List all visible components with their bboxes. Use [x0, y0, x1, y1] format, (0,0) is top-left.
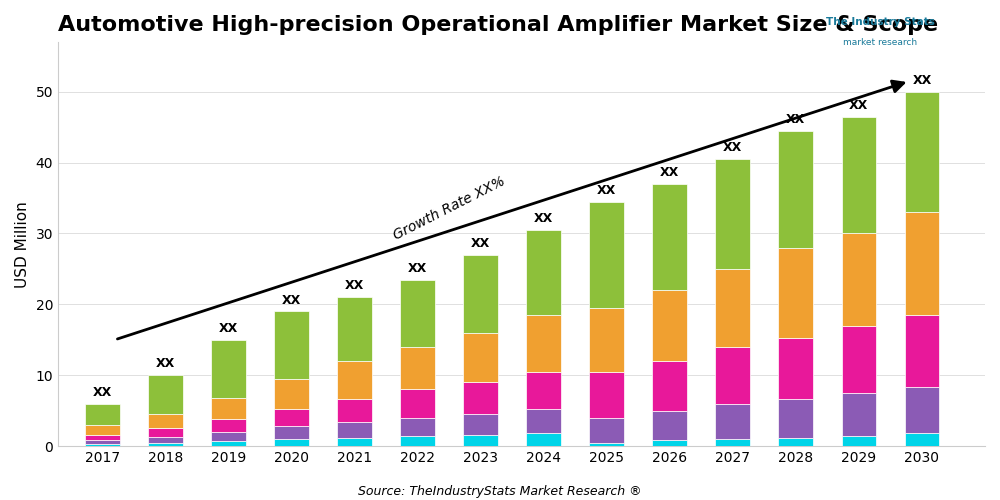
Bar	[842, 436, 876, 446]
Bar	[652, 410, 687, 440]
Bar	[905, 388, 939, 434]
Bar	[589, 418, 624, 442]
Bar	[778, 130, 813, 248]
Bar	[652, 440, 687, 446]
Text: The Industry Stats: The Industry Stats	[826, 17, 934, 27]
Bar	[589, 442, 624, 446]
Bar	[778, 438, 813, 446]
Bar	[842, 393, 876, 436]
Bar	[715, 439, 750, 446]
Bar	[715, 404, 750, 439]
Bar	[842, 326, 876, 393]
Bar	[589, 372, 624, 418]
Bar	[337, 298, 372, 361]
Text: XX: XX	[786, 113, 805, 126]
Bar	[400, 347, 435, 390]
Bar	[337, 422, 372, 438]
Text: market research: market research	[843, 38, 917, 47]
Bar	[337, 438, 372, 446]
Bar	[715, 159, 750, 269]
Bar	[526, 372, 561, 408]
Text: XX: XX	[471, 237, 490, 250]
Bar	[85, 425, 120, 435]
Bar	[526, 230, 561, 315]
Bar	[526, 408, 561, 434]
Bar	[526, 434, 561, 446]
Bar	[463, 332, 498, 382]
Bar	[274, 408, 309, 426]
Bar	[778, 338, 813, 398]
Bar	[463, 382, 498, 414]
Bar	[589, 202, 624, 308]
Bar	[652, 184, 687, 290]
Bar	[148, 414, 183, 428]
Bar	[337, 361, 372, 399]
Bar	[842, 234, 876, 326]
Text: XX: XX	[345, 280, 364, 292]
Bar	[211, 419, 246, 432]
Text: Automotive High-precision Operational Amplifier Market Size & Scope: Automotive High-precision Operational Am…	[58, 15, 938, 35]
Bar	[85, 440, 120, 444]
Bar	[85, 444, 120, 446]
Text: XX: XX	[723, 141, 742, 154]
Text: Source: TheIndustryStats Market Research ®: Source: TheIndustryStats Market Research…	[358, 485, 642, 498]
Bar	[400, 436, 435, 446]
Bar	[148, 442, 183, 446]
Y-axis label: USD Million: USD Million	[15, 200, 30, 288]
Text: XX: XX	[597, 184, 616, 196]
Text: XX: XX	[849, 98, 869, 112]
Bar	[715, 347, 750, 404]
Bar	[148, 428, 183, 437]
Bar	[715, 269, 750, 347]
Bar	[274, 312, 309, 379]
Text: XX: XX	[912, 74, 932, 87]
Text: XX: XX	[408, 262, 427, 274]
Bar	[778, 248, 813, 338]
Bar	[148, 376, 183, 414]
Text: XX: XX	[93, 386, 112, 398]
Bar	[274, 379, 309, 408]
Bar	[652, 290, 687, 361]
Text: XX: XX	[219, 322, 238, 335]
Bar	[905, 92, 939, 212]
Bar	[905, 212, 939, 315]
Bar	[85, 404, 120, 425]
Bar	[400, 280, 435, 347]
Bar	[463, 435, 498, 446]
Bar	[905, 315, 939, 388]
Bar	[85, 435, 120, 440]
Bar	[905, 434, 939, 446]
Bar	[211, 432, 246, 441]
Bar	[211, 398, 246, 419]
Bar	[463, 414, 498, 435]
Text: XX: XX	[660, 166, 679, 179]
Bar	[526, 315, 561, 372]
Bar	[211, 441, 246, 446]
Text: Growth Rate XX%: Growth Rate XX%	[391, 174, 507, 243]
Bar	[400, 418, 435, 436]
Bar	[463, 255, 498, 332]
Bar	[148, 437, 183, 442]
Bar	[274, 426, 309, 439]
Bar	[274, 439, 309, 446]
Text: XX: XX	[534, 212, 553, 225]
Bar	[400, 390, 435, 418]
Bar	[211, 340, 246, 398]
Text: XX: XX	[156, 358, 175, 370]
Bar	[589, 308, 624, 372]
Bar	[842, 116, 876, 234]
Text: XX: XX	[282, 294, 301, 306]
Bar	[778, 398, 813, 438]
Bar	[652, 361, 687, 410]
Bar	[337, 398, 372, 422]
